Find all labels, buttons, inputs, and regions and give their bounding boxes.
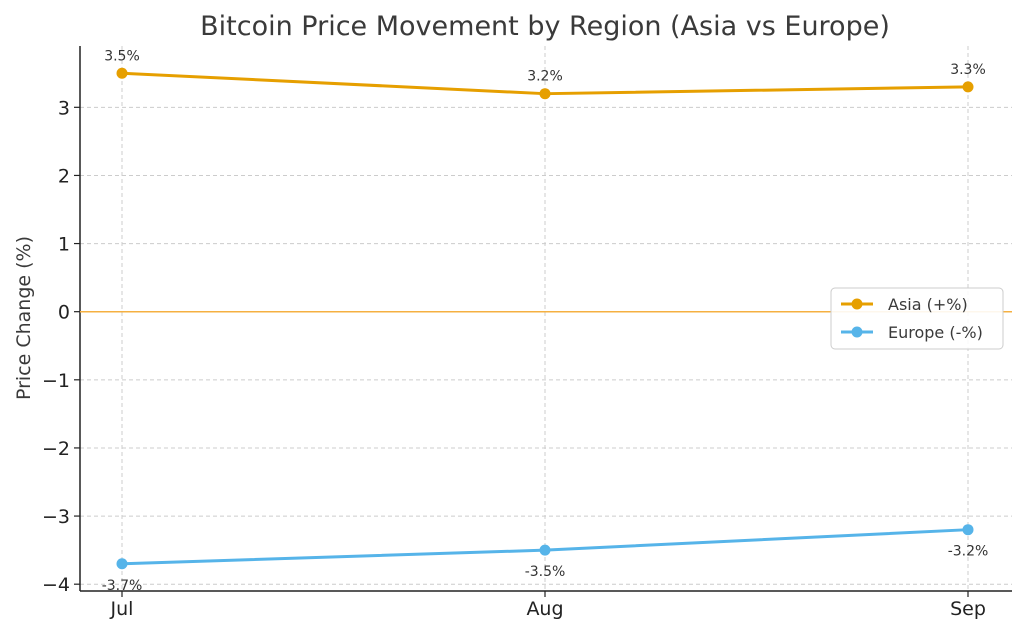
axes: −4 −3 −2 −1 0 1 2 3 Jul Aug Sep [42,46,1012,620]
y-tick-label: −2 [42,438,70,460]
y-tick-label: −3 [42,506,70,528]
x-tick-label: Aug [526,598,563,620]
chart-title: Bitcoin Price Movement by Region (Asia v… [200,11,890,42]
y-tick-label: −1 [42,370,70,392]
y-tick-label: 0 [58,302,70,324]
legend-box [830,287,1004,350]
data-label: -3.7% [102,578,143,594]
data-point [116,67,128,79]
legend-label: Asia (+%) [888,295,968,314]
x-tick-label: Jul [110,598,134,620]
x-tick-label: Sep [950,598,986,620]
data-point [539,544,551,556]
data-labels: 3.5% 3.2% 3.3% -3.7% -3.5% -3.2% [102,48,989,594]
legend-swatch-marker [851,326,863,338]
legend: Asia (+%) Europe (-%) [830,287,1004,350]
y-axis-label: Price Change (%) [13,236,35,400]
y-tick-label: 1 [58,234,70,256]
data-point [962,524,974,536]
y-tick-label: 3 [58,97,70,119]
data-label: -3.5% [525,564,566,580]
legend-swatch-marker [851,298,863,310]
data-label: 3.2% [527,69,563,85]
y-tick-label: 2 [58,165,70,187]
data-point [539,88,551,100]
data-point [116,558,128,570]
y-tick-label: −4 [42,574,70,596]
data-point [962,81,974,93]
data-label: -3.2% [948,544,989,560]
data-label: 3.5% [104,48,140,64]
data-label: 3.3% [950,62,986,78]
legend-label: Europe (-%) [888,323,983,342]
